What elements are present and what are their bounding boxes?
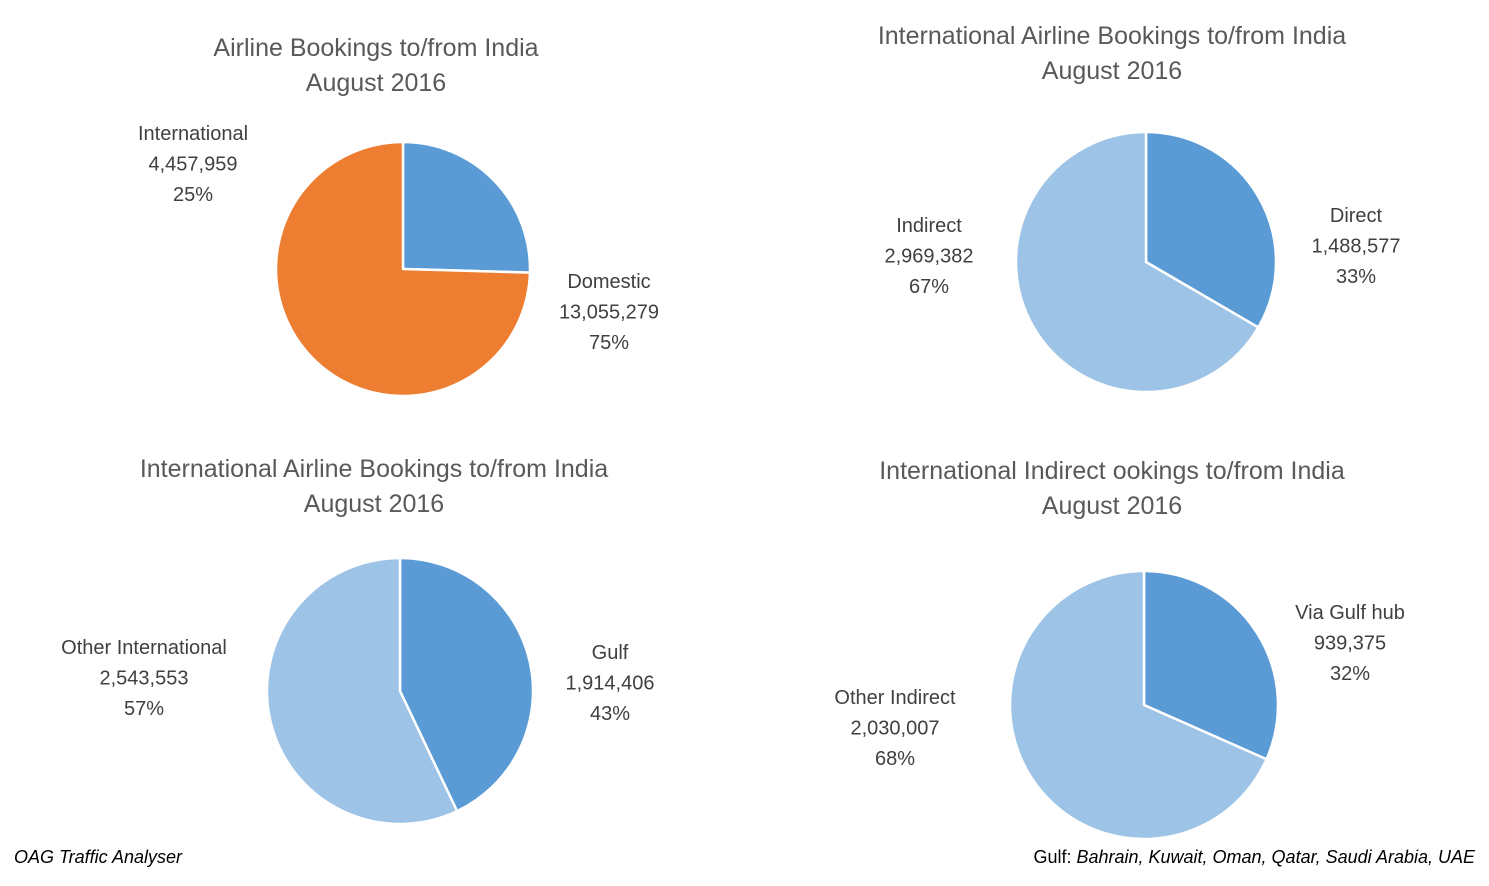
slice-gulf bbox=[398, 556, 535, 813]
pie-chart-3: International Airline Bookings to/from I… bbox=[61, 455, 655, 826]
label-gulf-percent: 43% bbox=[590, 703, 630, 725]
gulf-note-list: Bahrain, Kuwait, Oman, Qatar, Saudi Arab… bbox=[1076, 847, 1475, 867]
slice-other-indirect bbox=[1008, 569, 1268, 841]
label-via-gulf-hub-percent: 32% bbox=[1330, 663, 1370, 685]
slice-indirect bbox=[1014, 130, 1260, 394]
gulf-note-prefix: Gulf: bbox=[1033, 847, 1077, 867]
label-international: International 4,457,959 25% bbox=[138, 123, 248, 206]
label-indirect: Indirect 2,969,382 67% bbox=[885, 215, 974, 298]
label-other-indirect-percent: 68% bbox=[875, 748, 915, 770]
label-other-indirect-name: Other Indirect bbox=[834, 687, 956, 709]
label-indirect-name: Indirect bbox=[896, 215, 962, 237]
pie-chart-2: International Airline Bookings to/from I… bbox=[878, 22, 1401, 394]
chart-3-title-line-1: International Airline Bookings to/from I… bbox=[140, 455, 608, 483]
label-direct-value: 1,488,577 bbox=[1312, 236, 1401, 258]
label-gulf: Gulf 1,914,406 43% bbox=[566, 642, 655, 725]
pie-chart-1: Airline Bookings to/from India August 201… bbox=[138, 34, 659, 398]
label-domestic-name: Domestic bbox=[567, 271, 650, 293]
slice-domestic bbox=[274, 140, 532, 398]
source-note: OAG Traffic Analyser bbox=[14, 847, 183, 867]
chart-1-title-line-1: Airline Bookings to/from India bbox=[213, 34, 538, 62]
slice-other-international bbox=[265, 556, 459, 826]
label-indirect-value: 2,969,382 bbox=[885, 246, 974, 268]
chart-3-title-line-2: August 2016 bbox=[304, 490, 444, 518]
gulf-note: Gulf: Bahrain, Kuwait, Oman, Qatar, Saud… bbox=[1033, 847, 1475, 868]
label-other-international-value: 2,543,553 bbox=[100, 668, 189, 690]
label-international-name: International bbox=[138, 123, 248, 145]
label-other-indirect-value: 2,030,007 bbox=[851, 718, 940, 740]
label-direct-percent: 33% bbox=[1336, 266, 1376, 288]
chart-2-title-line-2: August 2016 bbox=[1042, 57, 1182, 85]
label-via-gulf-hub: Via Gulf hub 939,375 32% bbox=[1295, 602, 1405, 685]
label-other-international-percent: 57% bbox=[124, 698, 164, 720]
label-domestic-percent: 75% bbox=[589, 332, 629, 354]
label-direct: Direct 1,488,577 33% bbox=[1312, 205, 1401, 288]
label-domestic-value: 13,055,279 bbox=[559, 302, 659, 324]
label-direct-name: Direct bbox=[1330, 205, 1383, 227]
chart-1-title-line-2: August 2016 bbox=[306, 69, 446, 97]
label-domestic: Domestic 13,055,279 75% bbox=[559, 271, 659, 354]
label-other-international-name: Other International bbox=[61, 637, 227, 659]
chart-2-title-line-1: International Airline Bookings to/from I… bbox=[878, 22, 1346, 50]
label-via-gulf-hub-value: 939,375 bbox=[1314, 633, 1386, 655]
label-international-value: 4,457,959 bbox=[149, 154, 238, 176]
slice-via-gulf-hub bbox=[1142, 569, 1280, 761]
chart-4-title-line-1: International Indirect ookings to/from I… bbox=[879, 457, 1345, 485]
label-other-international: Other International 2,543,553 57% bbox=[61, 637, 227, 720]
pie-chart-4: International Indirect ookings to/from I… bbox=[834, 457, 1405, 841]
label-via-gulf-hub-name: Via Gulf hub bbox=[1295, 602, 1405, 624]
label-indirect-percent: 67% bbox=[909, 276, 949, 298]
label-gulf-name: Gulf bbox=[592, 642, 629, 664]
slice-international bbox=[401, 140, 532, 274]
label-international-percent: 25% bbox=[173, 184, 213, 206]
slice-direct bbox=[1144, 130, 1278, 329]
chart-4-title-line-2: August 2016 bbox=[1042, 492, 1182, 520]
label-other-indirect: Other Indirect 2,030,007 68% bbox=[834, 687, 956, 770]
label-gulf-value: 1,914,406 bbox=[566, 673, 655, 695]
